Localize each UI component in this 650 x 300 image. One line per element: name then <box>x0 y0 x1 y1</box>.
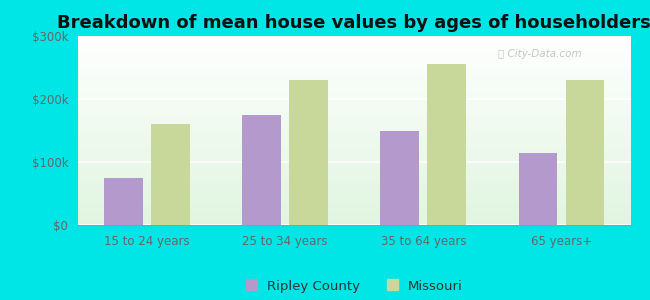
Bar <box>151 124 190 225</box>
Legend: Ripley County, Missouri: Ripley County, Missouri <box>240 274 468 298</box>
Bar <box>566 80 604 225</box>
Bar <box>519 152 557 225</box>
Title: Breakdown of mean house values by ages of householders: Breakdown of mean house values by ages o… <box>57 14 650 32</box>
Bar <box>380 130 419 225</box>
Bar <box>428 64 466 225</box>
Bar <box>289 80 328 225</box>
Bar <box>104 178 143 225</box>
Text: Ⓢ City-Data.com: Ⓢ City-Data.com <box>498 49 582 59</box>
Bar <box>242 115 281 225</box>
